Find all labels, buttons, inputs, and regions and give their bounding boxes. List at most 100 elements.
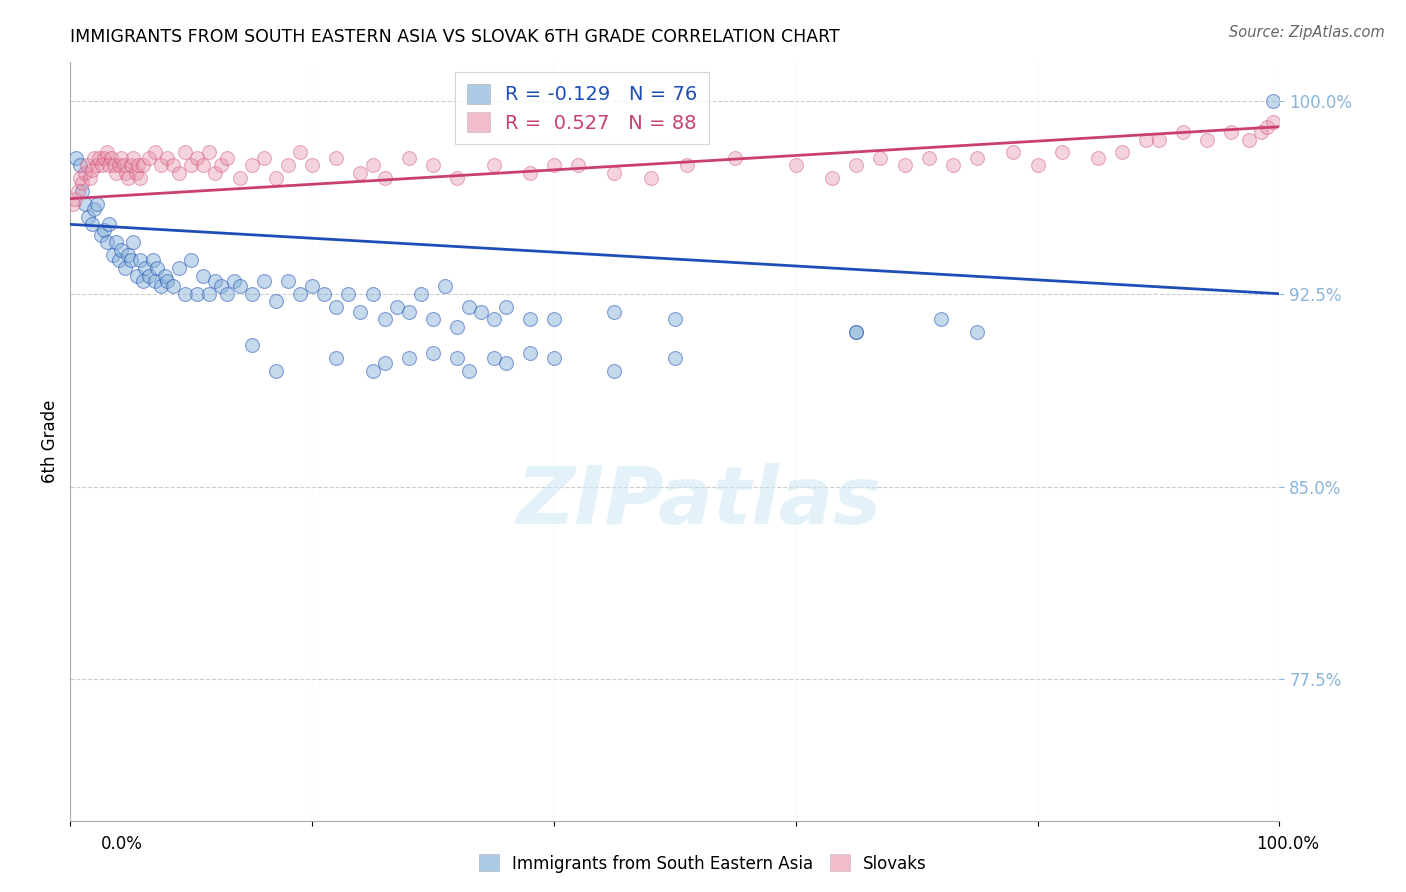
Point [132, 158, 155, 172]
Point [114, 261, 136, 276]
Point [186, 286, 208, 301]
Point [80, 163, 103, 178]
Point [180, 253, 202, 268]
Point [72, 176, 94, 190]
Point [398, 304, 420, 318]
Point [79, 171, 101, 186]
Point [929, 312, 952, 326]
Point [127, 158, 149, 172]
Point [76, 158, 98, 172]
Point [398, 151, 420, 165]
Point [96, 235, 118, 250]
Point [100, 151, 122, 165]
Point [398, 351, 420, 365]
Point [301, 279, 323, 293]
Point [966, 326, 988, 340]
Point [446, 351, 468, 365]
Point [240, 286, 263, 301]
Point [198, 286, 221, 301]
Point [519, 166, 541, 180]
Point [93, 222, 115, 236]
Point [110, 151, 132, 165]
Point [374, 356, 396, 370]
Point [301, 158, 323, 172]
Point [519, 312, 541, 326]
Point [150, 158, 173, 172]
Point [277, 158, 299, 172]
Point [174, 286, 197, 301]
Point [162, 158, 184, 172]
Point [1250, 125, 1272, 139]
Point [162, 279, 184, 293]
Point [374, 312, 396, 326]
Point [103, 158, 125, 172]
Point [73, 166, 96, 180]
Point [1256, 120, 1278, 134]
Point [374, 171, 396, 186]
Point [65, 151, 87, 165]
Point [180, 158, 202, 172]
Point [90, 227, 111, 242]
Point [325, 300, 347, 314]
Point [150, 279, 173, 293]
Point [193, 268, 215, 283]
Point [77, 210, 100, 224]
Point [567, 158, 589, 172]
Point [211, 279, 233, 293]
Point [167, 261, 190, 276]
Point [325, 151, 347, 165]
Point [264, 364, 287, 378]
Point [422, 312, 444, 326]
Point [156, 151, 179, 165]
Point [845, 326, 868, 340]
Point [228, 171, 250, 186]
Point [543, 312, 565, 326]
Point [86, 196, 108, 211]
Text: 100.0%: 100.0% [1256, 835, 1319, 853]
Point [845, 158, 868, 172]
Point [129, 171, 152, 186]
Point [361, 286, 384, 301]
Point [422, 158, 444, 172]
Point [125, 268, 148, 283]
Point [156, 274, 179, 288]
Point [821, 171, 844, 186]
Point [314, 286, 336, 301]
Point [115, 166, 138, 180]
Point [101, 248, 124, 262]
Point [458, 364, 481, 378]
Y-axis label: 6th Grade: 6th Grade [41, 400, 59, 483]
Point [93, 151, 115, 165]
Point [253, 151, 276, 165]
Point [458, 300, 481, 314]
Point [124, 166, 146, 180]
Point [482, 312, 505, 326]
Point [1002, 145, 1025, 160]
Point [217, 151, 239, 165]
Point [337, 286, 360, 301]
Point [869, 151, 891, 165]
Point [222, 274, 245, 288]
Point [211, 158, 233, 172]
Point [1263, 114, 1285, 128]
Point [138, 151, 160, 165]
Point [120, 253, 142, 268]
Point [325, 351, 347, 365]
Point [143, 145, 166, 160]
Point [361, 364, 384, 378]
Point [112, 158, 135, 172]
Point [240, 338, 263, 352]
Point [519, 346, 541, 360]
Point [724, 151, 747, 165]
Point [1220, 125, 1243, 139]
Point [277, 274, 299, 288]
Point [288, 286, 311, 301]
Point [73, 196, 96, 211]
Point [1263, 94, 1285, 108]
Point [122, 151, 145, 165]
Point [107, 158, 129, 172]
Point [110, 243, 132, 257]
Text: Source: ZipAtlas.com: Source: ZipAtlas.com [1229, 25, 1385, 40]
Point [349, 304, 371, 318]
Text: ZIPatlas: ZIPatlas [516, 463, 882, 541]
